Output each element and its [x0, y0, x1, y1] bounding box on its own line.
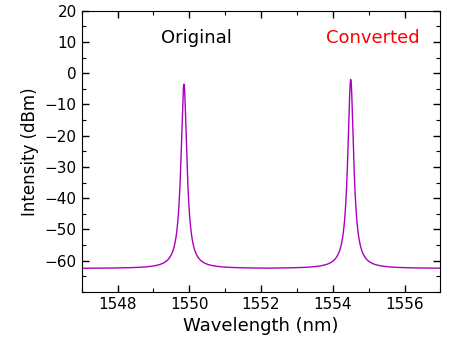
X-axis label: Wavelength (nm): Wavelength (nm) [183, 317, 339, 335]
Text: Original: Original [161, 30, 232, 47]
Text: Converted: Converted [326, 30, 419, 47]
Y-axis label: Intensity (dBm): Intensity (dBm) [21, 87, 39, 216]
